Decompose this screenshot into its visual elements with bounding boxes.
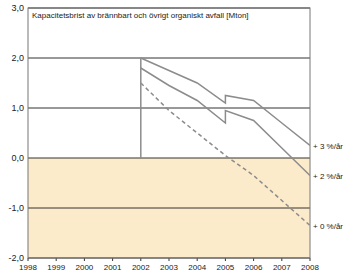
series-label: + 3 %/år	[313, 142, 343, 151]
grid-line	[28, 158, 310, 159]
y-tick-label: 2,0	[11, 53, 24, 63]
negative-area	[28, 158, 310, 258]
series-label: + 2 %/år	[313, 172, 343, 181]
x-tick-label: 1998	[19, 263, 37, 272]
start-line	[140, 58, 142, 158]
series-label: + 0 %/år	[313, 222, 343, 231]
x-tick-label: 2008	[301, 263, 319, 272]
x-tick-label: 1999	[47, 263, 65, 272]
x-tick-label: 2001	[104, 263, 122, 272]
y-tick-label: 3,0	[11, 3, 24, 13]
plot-frame	[28, 8, 310, 258]
x-tick-label: 2000	[76, 263, 94, 272]
series-group	[141, 58, 310, 226]
series-line	[141, 83, 310, 226]
x-tick-label: 2007	[273, 263, 291, 272]
series-line	[141, 68, 310, 176]
y-tick-label: -2,0	[8, 253, 24, 263]
chart-svg: -2,0 -1,0 0,0 1,0 2,0 3,0 1998 1999 2000 2001 2002…	[0, 0, 359, 273]
x-tick-label: 2002	[132, 263, 150, 272]
grid-line	[28, 208, 310, 209]
x-tick-label: 2003	[160, 263, 178, 272]
chart-container: -2,0 -1,0 0,0 1,0 2,0 3,0 1998 1999 2000 2001 2002…	[0, 0, 359, 273]
grid-line	[28, 108, 310, 109]
y-tick-label: -1,0	[8, 203, 24, 213]
x-tick-label: 2006	[245, 263, 263, 272]
grid-line	[28, 58, 310, 59]
chart-title: Kapacitetsbrist av brännbart och övrigt …	[32, 11, 249, 20]
series-line	[141, 58, 310, 146]
y-tick-label: 0,0	[11, 153, 24, 163]
x-tick-label: 2004	[188, 263, 206, 272]
x-tick-label: 2005	[217, 263, 235, 272]
y-tick-label: 1,0	[11, 103, 24, 113]
